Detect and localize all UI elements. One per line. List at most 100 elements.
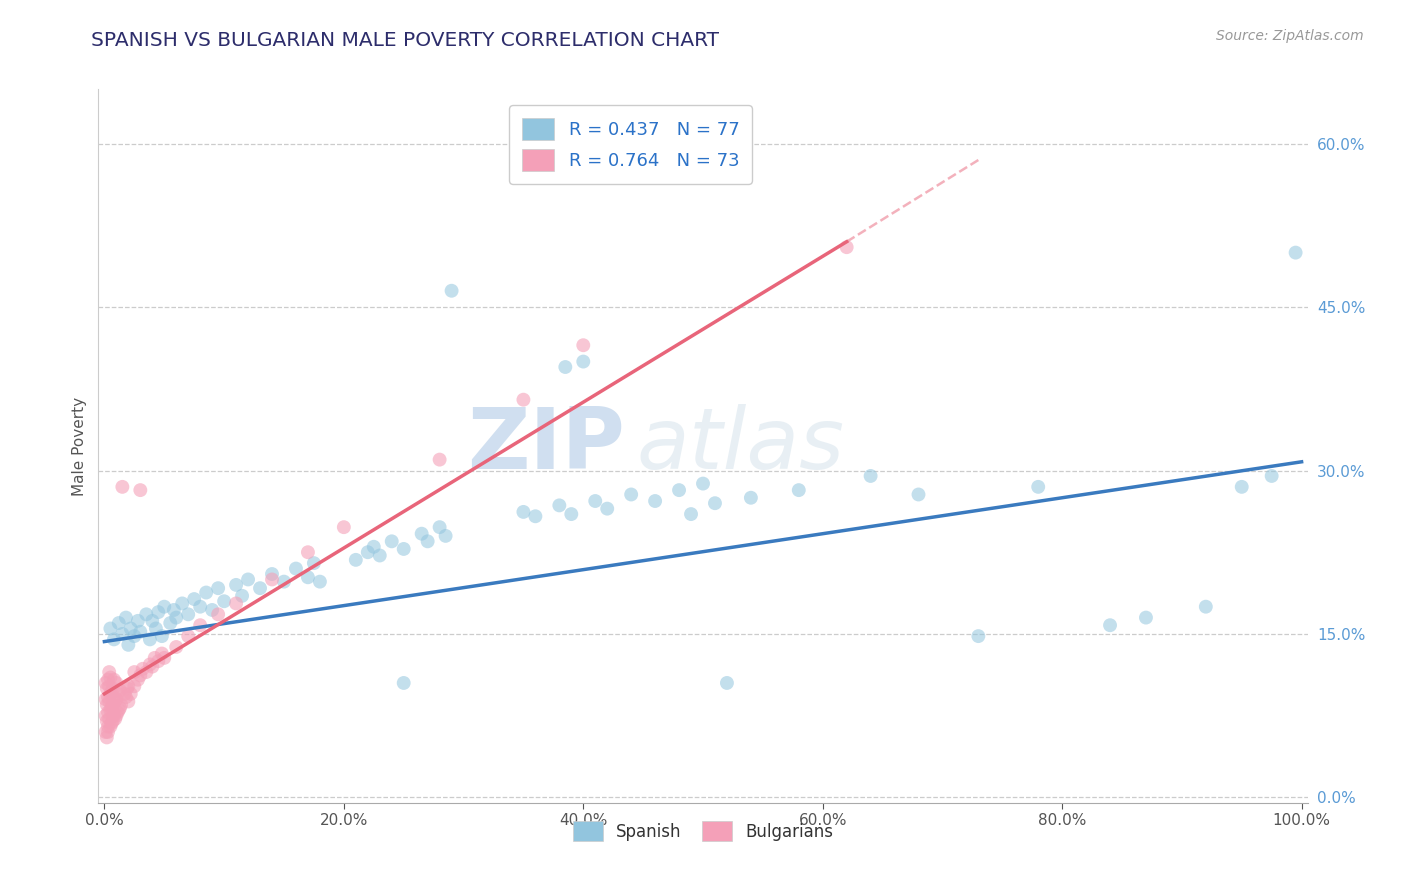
Point [97,725,120,739]
Point [141,614,163,628]
Point [859,469,882,483]
Legend: Spanish, Bulgarians: Spanish, Bulgarians [567,814,839,848]
Point [907,487,929,501]
Point [100,622,122,636]
Point [302,556,325,570]
Point [392,676,415,690]
Point [115,690,138,705]
Point [150,629,173,643]
Point [434,529,457,543]
Point [411,526,433,541]
Point [100,703,122,717]
Point [101,681,124,696]
Point [135,607,157,622]
Point [716,676,738,690]
Point [139,632,162,647]
Point [104,712,127,726]
Point [357,545,380,559]
Point [195,585,218,599]
Point [644,494,666,508]
Point [150,647,173,661]
Point [100,720,122,734]
Point [129,624,152,639]
Point [103,632,125,647]
Point [98,712,121,726]
Point [381,534,404,549]
Point [97,690,120,705]
Point [139,657,162,672]
Point [148,654,170,668]
Point [96,714,118,728]
Point [249,581,271,595]
Point [111,480,134,494]
Point [572,338,595,352]
Point [98,694,121,708]
Point [297,545,319,559]
Point [124,665,146,679]
Point [207,607,229,622]
Point [103,673,125,687]
Point [668,483,690,497]
Point [1260,469,1282,483]
Point [101,714,124,728]
Point [94,692,117,706]
Point [297,570,319,584]
Text: Source: ZipAtlas.com: Source: ZipAtlas.com [1216,29,1364,43]
Point [159,615,181,630]
Point [416,534,439,549]
Point [260,567,283,582]
Point [107,615,129,630]
Point [787,483,810,497]
Point [188,618,211,632]
Point [111,627,134,641]
Point [129,668,152,682]
Point [273,574,295,589]
Point [212,594,235,608]
Point [120,687,142,701]
Point [94,708,117,723]
Point [107,687,129,701]
Point [554,359,576,374]
Point [98,665,121,679]
Point [1284,245,1306,260]
Point [165,640,187,654]
Point [97,706,120,720]
Point [560,507,582,521]
Point [143,651,166,665]
Text: ZIP: ZIP [467,404,624,488]
Point [153,599,176,614]
Point [141,659,163,673]
Text: atlas: atlas [637,404,845,488]
Point [107,703,129,717]
Point [96,681,118,696]
Point [94,725,117,739]
Point [96,731,118,745]
Point [704,496,727,510]
Point [524,509,547,524]
Point [110,698,132,712]
Point [392,541,415,556]
Point [145,622,167,636]
Point [177,607,200,622]
Point [117,694,139,708]
Point [363,540,385,554]
Point [129,483,152,497]
Point [583,494,606,508]
Point [135,665,157,679]
Point [512,505,534,519]
Point [104,694,127,708]
Point [344,553,367,567]
Point [1026,480,1049,494]
Point [572,354,595,368]
Point [108,701,131,715]
Point [100,701,122,715]
Point [309,574,332,589]
Point [153,651,176,665]
Point [100,716,122,731]
Point [108,683,131,698]
Point [114,687,136,701]
Point [1135,610,1157,624]
Point [127,673,149,687]
Point [100,671,122,685]
Point [148,605,170,619]
